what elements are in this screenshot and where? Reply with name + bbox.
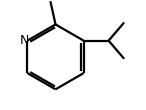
Text: N: N: [20, 34, 29, 47]
